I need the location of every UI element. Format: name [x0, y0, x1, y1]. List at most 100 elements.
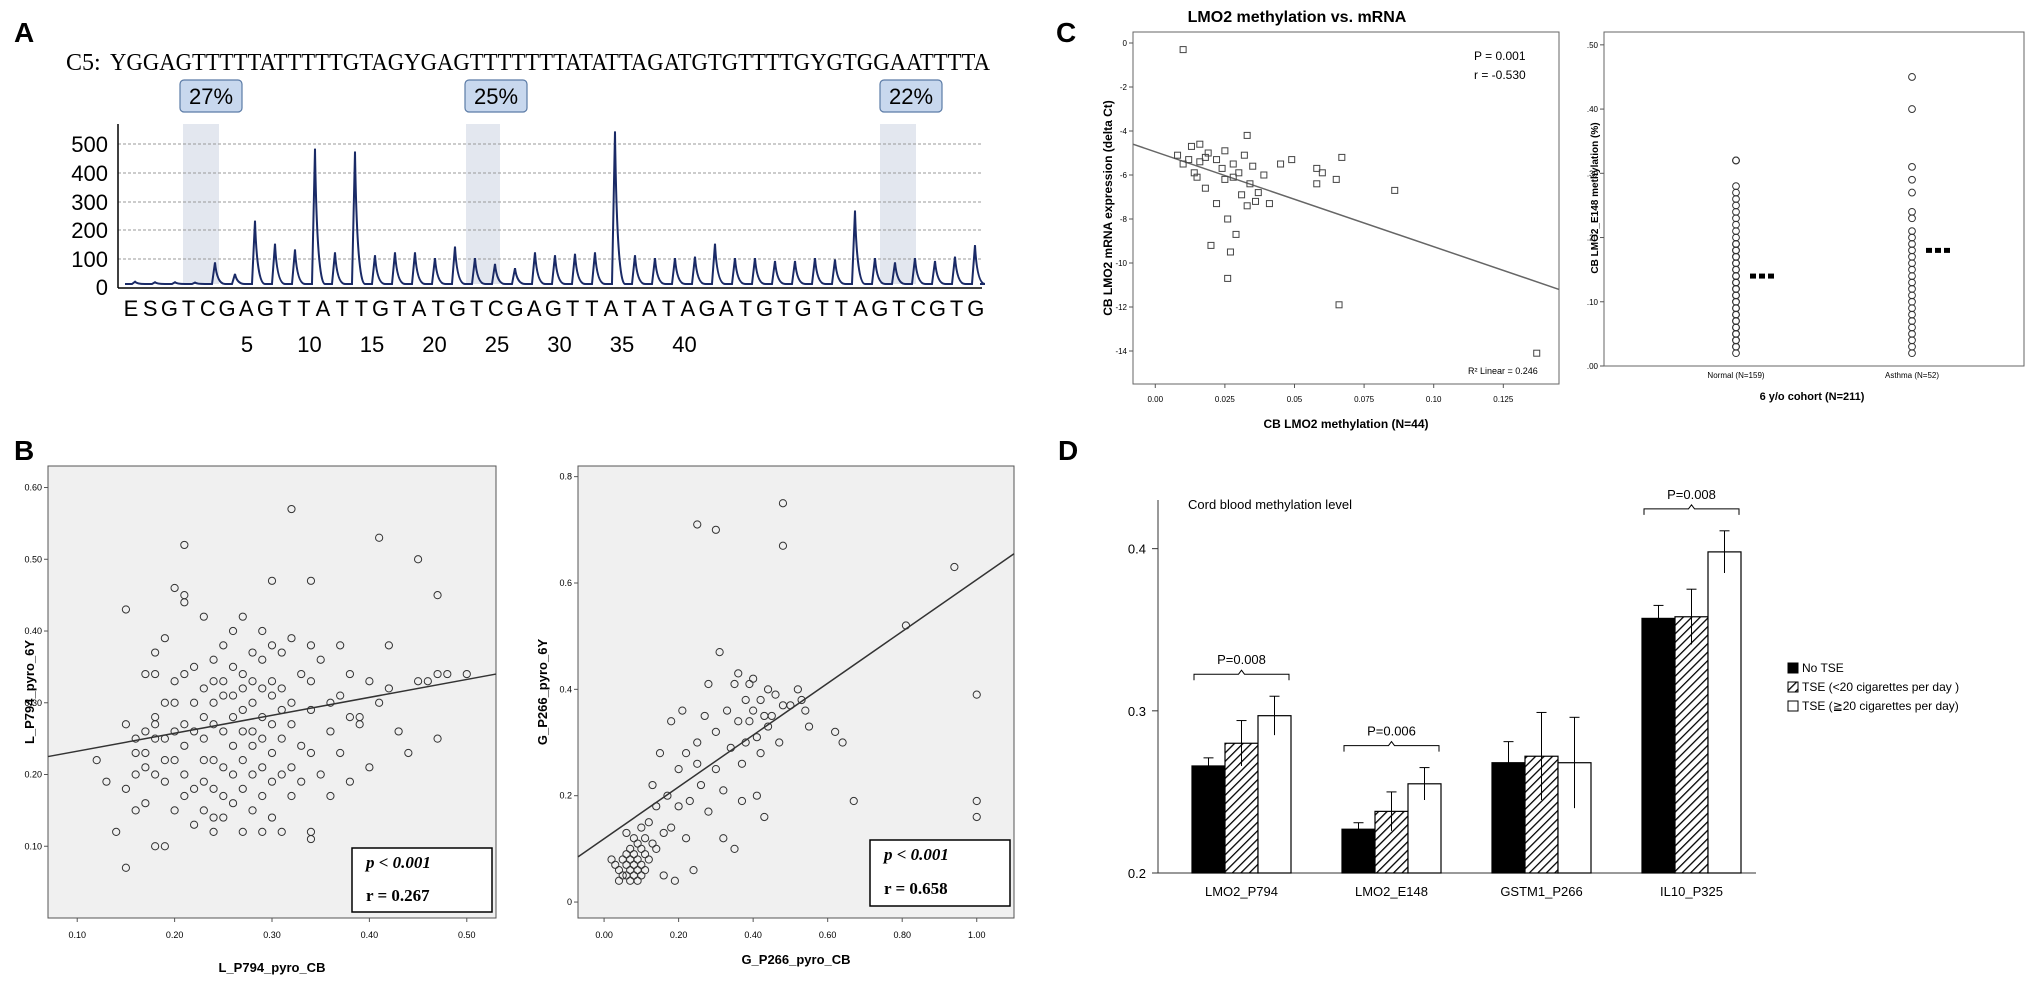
- data-point: [1332, 175, 1340, 183]
- position-number: 15: [360, 332, 384, 357]
- data-point: [306, 748, 316, 758]
- data-point: [209, 784, 218, 793]
- data-point: [1908, 214, 1916, 223]
- data-point: [170, 806, 179, 815]
- data-point: [413, 677, 423, 686]
- legend-label: No TSE: [1802, 661, 1844, 675]
- data-point: [1213, 200, 1221, 208]
- data-point: [248, 741, 257, 750]
- data-point: [693, 520, 702, 529]
- data-point: [287, 791, 296, 801]
- data-point: [1252, 197, 1260, 205]
- panel-label-d: D: [1058, 435, 1078, 466]
- data-point: [238, 784, 247, 793]
- data-point: [629, 834, 638, 843]
- data-point: [1265, 200, 1273, 208]
- data-point: [1196, 158, 1204, 166]
- data-point: [306, 705, 316, 715]
- data-point: [189, 727, 199, 736]
- data-point: [258, 684, 267, 693]
- data-point: [277, 827, 286, 837]
- data-point: [786, 701, 795, 710]
- y-tick-label: .50: [1587, 41, 1599, 50]
- significance-label: P=0.008: [1217, 652, 1266, 667]
- scatter-c2-y-ticks: .00 .10 .20 .30 .40 .50: [1587, 41, 1604, 371]
- scatter-b2-stat-p: p < 0.001: [882, 845, 949, 864]
- data-point: [648, 839, 657, 848]
- data-point: [1246, 180, 1254, 188]
- y-tick-label: 0.6: [559, 578, 572, 588]
- legend-label: TSE (<20 cigarettes per day ): [1802, 680, 1959, 694]
- panel-label-b: B: [14, 435, 34, 466]
- scatter-c2-plot-area: [1603, 31, 2025, 367]
- data-point: [277, 705, 286, 715]
- data-point: [219, 691, 228, 700]
- data-point: [238, 756, 247, 765]
- data-point: [640, 850, 650, 859]
- dispensation-letter: A: [853, 296, 868, 321]
- data-point: [238, 669, 247, 679]
- data-point: [730, 844, 739, 853]
- data-point: [1179, 46, 1187, 54]
- y-tick-label: -2: [1120, 83, 1128, 92]
- category-label: IL10_P325: [1660, 884, 1723, 899]
- data-point: [306, 576, 316, 585]
- bar-chart-legend: No TSE TSE (<20 cigarettes per day ) TSE (…: [1787, 661, 1959, 713]
- data-point: [637, 823, 646, 832]
- data-point: [238, 727, 247, 736]
- dispensation-letter: T: [355, 296, 368, 321]
- data-point: [345, 669, 355, 679]
- data-point: [793, 685, 802, 694]
- data-point: [404, 748, 413, 758]
- data-point: [267, 691, 277, 700]
- dispensation-letter: A: [680, 296, 695, 321]
- data-point: [633, 839, 642, 848]
- data-point: [1391, 186, 1399, 194]
- y-tick-label: 0.60: [24, 483, 42, 493]
- data-point: [760, 812, 769, 822]
- y-tick-label: 0.20: [24, 770, 42, 780]
- data-point: [737, 796, 747, 806]
- data-point: [297, 669, 306, 679]
- data-point: [267, 641, 277, 650]
- data-point: [277, 770, 286, 779]
- data-point: [901, 621, 911, 630]
- dispensation-letter: T: [297, 296, 310, 321]
- data-point: [277, 684, 286, 693]
- data-point: [972, 796, 981, 806]
- dispensation-letter: G: [506, 296, 523, 321]
- data-point: [1260, 171, 1268, 179]
- data-point: [199, 612, 208, 621]
- scatter-b1-x-ticks: 0.10 0.20 0.30 0.40 0.50: [68, 918, 476, 940]
- data-point: [189, 820, 199, 829]
- data-point: [611, 860, 620, 869]
- data-point: [160, 734, 169, 743]
- data-point: [228, 691, 238, 700]
- data-point: [131, 748, 140, 758]
- dispensation-letter: T: [777, 296, 790, 321]
- data-point: [1908, 349, 1916, 358]
- dispensation-letter: G: [871, 296, 888, 321]
- dispensation-letter: A: [604, 296, 619, 321]
- data-point: [1193, 173, 1201, 181]
- data-point: [1249, 162, 1257, 170]
- data-point: [151, 770, 160, 779]
- data-point: [199, 756, 208, 765]
- data-point: [228, 770, 238, 779]
- data-point: [141, 799, 150, 808]
- dispensation-letter: T: [182, 296, 195, 321]
- data-point: [258, 713, 267, 722]
- data-point: [1235, 169, 1243, 177]
- data-point: [1908, 175, 1916, 184]
- y-tick-label: 0.30: [24, 698, 42, 708]
- scatter-b1: 0.10 0.20 0.30 0.40 0.50 0.10 0.20 0.30 0.40 0.5…: [22, 465, 497, 975]
- x-tick-label: 0.20: [166, 930, 184, 940]
- data-point: [626, 844, 635, 853]
- dispensation-letter: G: [449, 296, 466, 321]
- data-point: [102, 777, 111, 786]
- data-point: [345, 777, 355, 786]
- bar-chart-bars: [1191, 530, 1742, 874]
- data-point: [287, 634, 296, 643]
- category-label: LMO2_E148: [1355, 884, 1428, 899]
- y-tick-label: -10: [1115, 259, 1127, 268]
